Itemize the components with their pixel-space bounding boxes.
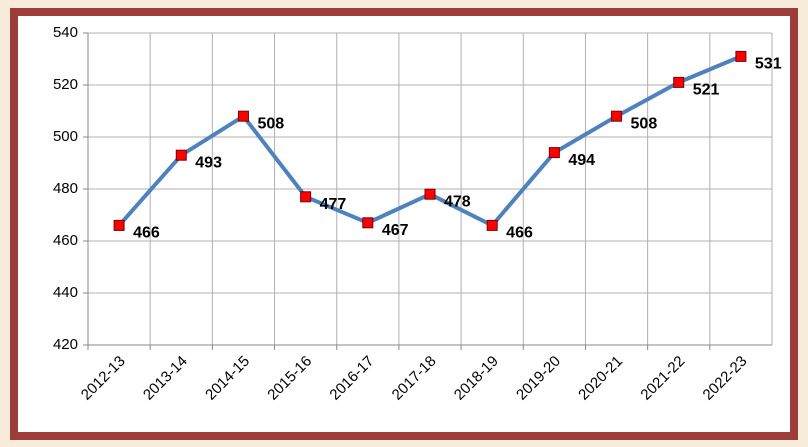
data-point	[611, 110, 623, 122]
data-label: 466	[506, 225, 533, 242]
data-point	[424, 188, 436, 200]
data-point	[237, 110, 249, 122]
y-tick-label: 460	[53, 232, 78, 249]
data-label: 508	[631, 115, 658, 132]
data-label: 531	[755, 56, 782, 73]
y-tick-label: 520	[53, 76, 78, 93]
y-tick-label: 480	[53, 180, 78, 197]
data-point	[175, 149, 187, 161]
data-point	[673, 76, 685, 88]
data-label: 508	[257, 115, 284, 132]
data-label: 467	[382, 222, 409, 239]
data-label: 521	[693, 82, 720, 99]
data-label: 493	[195, 154, 222, 171]
y-tick-label: 540	[53, 24, 78, 41]
data-point	[486, 219, 498, 231]
data-label: 478	[444, 193, 471, 210]
data-point	[300, 191, 312, 203]
data-label: 477	[320, 196, 347, 213]
y-tick-label: 500	[53, 128, 78, 145]
y-tick-label: 420	[53, 336, 78, 353]
data-label: 494	[568, 152, 595, 169]
y-tick-label: 440	[53, 284, 78, 301]
data-label: 466	[133, 225, 160, 242]
data-point	[735, 50, 747, 62]
data-point	[113, 219, 125, 231]
chart-frame	[10, 8, 798, 440]
data-point	[362, 217, 374, 229]
data-point	[548, 147, 560, 159]
